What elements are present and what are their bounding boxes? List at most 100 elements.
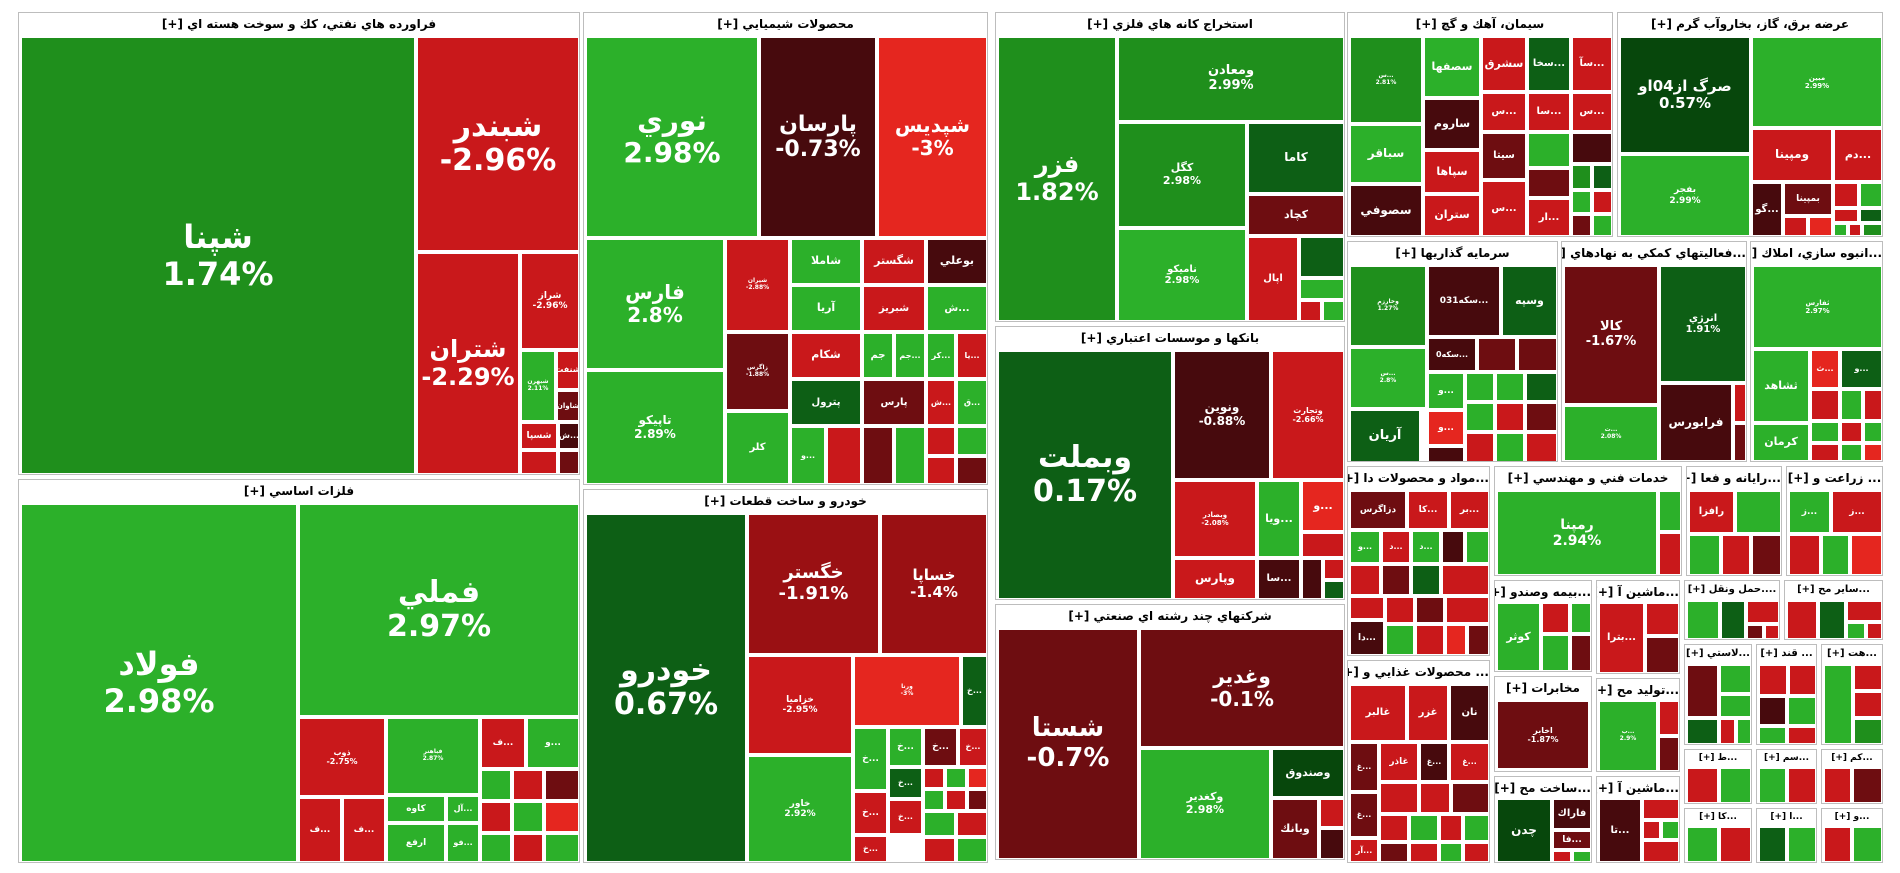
stock-tile[interactable] xyxy=(1687,665,1718,717)
stock-tile[interactable] xyxy=(1380,783,1418,813)
stock-tile[interactable]: ...د xyxy=(1412,531,1440,563)
stock-tile[interactable] xyxy=(1720,665,1751,693)
stock-tile[interactable] xyxy=(1320,829,1344,859)
stock-tile[interactable]: ...ش xyxy=(927,286,987,331)
stock-tile[interactable] xyxy=(957,838,987,862)
stock-tile[interactable]: ثشاهد xyxy=(1753,350,1809,422)
stock-tile[interactable] xyxy=(1380,815,1408,841)
stock-tile[interactable]: فولاد 2.98% xyxy=(21,504,297,862)
stock-tile[interactable] xyxy=(1787,601,1817,639)
stock-tile[interactable] xyxy=(1867,623,1882,639)
stock-tile[interactable] xyxy=(545,770,579,800)
stock-tile[interactable]: شنفت xyxy=(557,351,579,389)
stock-tile[interactable]: ...ويا xyxy=(1258,481,1300,557)
stock-tile[interactable]: ...فا xyxy=(1553,831,1591,849)
stock-tile[interactable]: ...دا xyxy=(1350,621,1384,655)
sector-header[interactable]: ...ماشين آ [+] xyxy=(1597,777,1679,799)
stock-tile[interactable]: ...خ xyxy=(854,792,887,834)
stock-tile[interactable]: صرگ از04او 0.57% xyxy=(1620,37,1750,153)
stock-tile[interactable] xyxy=(1847,623,1865,639)
stock-tile[interactable] xyxy=(1412,565,1440,595)
stock-tile[interactable]: وغدير -0.1% xyxy=(1140,629,1344,747)
stock-tile[interactable]: شپديس -3% xyxy=(878,37,987,237)
stock-tile[interactable] xyxy=(1759,768,1786,803)
stock-tile[interactable]: پارس xyxy=(863,380,925,425)
sector-header[interactable]: ...بيمه وصندو [+] xyxy=(1495,581,1591,603)
sector-header[interactable]: عرضه برق، گاز، بخاروآب گرم [+] xyxy=(1618,13,1882,35)
stock-tile[interactable] xyxy=(1593,215,1612,236)
stock-tile[interactable]: وبصادر -2.08% xyxy=(1174,481,1256,557)
stock-tile[interactable] xyxy=(1300,301,1321,321)
stock-tile[interactable]: ...خ xyxy=(924,728,957,766)
stock-tile[interactable]: ...س 2.8% xyxy=(1350,348,1426,408)
sector-header[interactable]: خدمات فني و مهندسي [+] xyxy=(1495,467,1681,489)
stock-tile[interactable]: ...ش xyxy=(927,380,955,425)
stock-tile[interactable]: كگل 2.98% xyxy=(1118,123,1246,227)
stock-tile[interactable] xyxy=(1687,601,1719,639)
stock-tile[interactable]: شيران -2.88% xyxy=(726,239,789,331)
stock-tile[interactable] xyxy=(1386,597,1414,623)
stock-tile[interactable]: ...خ xyxy=(889,728,922,766)
stock-tile[interactable]: رمپنا 2.94% xyxy=(1497,491,1657,575)
sector-header[interactable]: خودرو و ساخت قطعات [+] xyxy=(584,490,987,512)
stock-tile[interactable] xyxy=(1416,625,1444,655)
stock-tile[interactable] xyxy=(927,457,955,484)
stock-tile[interactable]: نوري 2.98% xyxy=(586,37,758,237)
stock-tile[interactable] xyxy=(1759,727,1786,744)
stock-tile[interactable] xyxy=(1811,390,1839,420)
stock-tile[interactable] xyxy=(1834,224,1847,236)
stock-tile[interactable] xyxy=(968,768,987,788)
stock-tile[interactable] xyxy=(513,834,543,862)
stock-tile[interactable] xyxy=(1542,603,1569,633)
stock-tile[interactable] xyxy=(1442,565,1489,595)
stock-tile[interactable] xyxy=(1593,165,1612,189)
stock-tile[interactable]: چدن xyxy=(1497,799,1551,862)
stock-tile[interactable] xyxy=(1854,719,1882,744)
stock-tile[interactable] xyxy=(1526,433,1557,461)
stock-tile[interactable] xyxy=(1765,625,1779,639)
stock-tile[interactable] xyxy=(1863,224,1882,236)
stock-tile[interactable]: وخارزم 1.27% xyxy=(1350,266,1426,346)
sector-header[interactable]: ...ا [+] xyxy=(1757,809,1816,825)
stock-tile[interactable] xyxy=(946,790,966,810)
stock-tile[interactable]: غاذر xyxy=(1380,743,1418,781)
stock-tile[interactable] xyxy=(1824,827,1851,862)
stock-tile[interactable] xyxy=(1851,535,1882,575)
stock-tile[interactable] xyxy=(1747,625,1763,639)
stock-tile[interactable]: غزر xyxy=(1408,685,1448,741)
stock-tile[interactable] xyxy=(1788,827,1816,862)
stock-tile[interactable]: ...بر xyxy=(1450,491,1489,529)
stock-tile[interactable] xyxy=(1382,565,1410,595)
stock-tile[interactable] xyxy=(1687,827,1718,862)
stock-tile[interactable] xyxy=(1464,843,1489,862)
stock-tile[interactable] xyxy=(545,834,579,862)
stock-tile[interactable]: ...كا xyxy=(1408,491,1448,529)
stock-tile[interactable]: ...ق xyxy=(957,380,987,425)
stock-tile[interactable]: ذوب -2.75% xyxy=(299,718,385,796)
stock-tile[interactable]: ...غ xyxy=(1450,743,1489,781)
stock-tile[interactable]: ...د xyxy=(1382,531,1410,563)
stock-tile[interactable] xyxy=(1496,403,1524,431)
stock-tile[interactable]: ...سا xyxy=(1258,559,1300,599)
stock-tile[interactable] xyxy=(1720,827,1751,862)
sector-header[interactable]: ...كم [+] xyxy=(1822,750,1882,766)
stock-tile[interactable]: ...خ xyxy=(889,768,922,798)
stock-tile[interactable] xyxy=(924,838,955,862)
stock-tile[interactable] xyxy=(946,768,966,788)
sector-header[interactable]: ... زراعت و [+] xyxy=(1787,467,1882,489)
stock-tile[interactable] xyxy=(827,427,861,484)
stock-tile[interactable] xyxy=(1442,531,1464,563)
stock-tile[interactable]: ...سا xyxy=(1528,93,1570,131)
stock-tile[interactable]: جم xyxy=(863,333,893,378)
stock-tile[interactable]: ...ار xyxy=(1528,199,1570,236)
stock-tile[interactable]: بفجر 2.99% xyxy=(1620,155,1750,236)
stock-tile[interactable]: ...خ xyxy=(889,800,922,834)
sector-header[interactable]: ... محصولات غذايي و [+] xyxy=(1348,661,1489,683)
stock-tile[interactable] xyxy=(1320,799,1344,827)
stock-tile[interactable]: شسپا xyxy=(521,423,557,449)
stock-tile[interactable] xyxy=(1841,390,1862,420)
stock-tile[interactable] xyxy=(1300,237,1344,277)
stock-tile[interactable] xyxy=(1542,635,1569,671)
sector-header[interactable]: ...سم [+] xyxy=(1757,750,1816,766)
stock-tile[interactable]: دزاگرس xyxy=(1350,491,1406,529)
